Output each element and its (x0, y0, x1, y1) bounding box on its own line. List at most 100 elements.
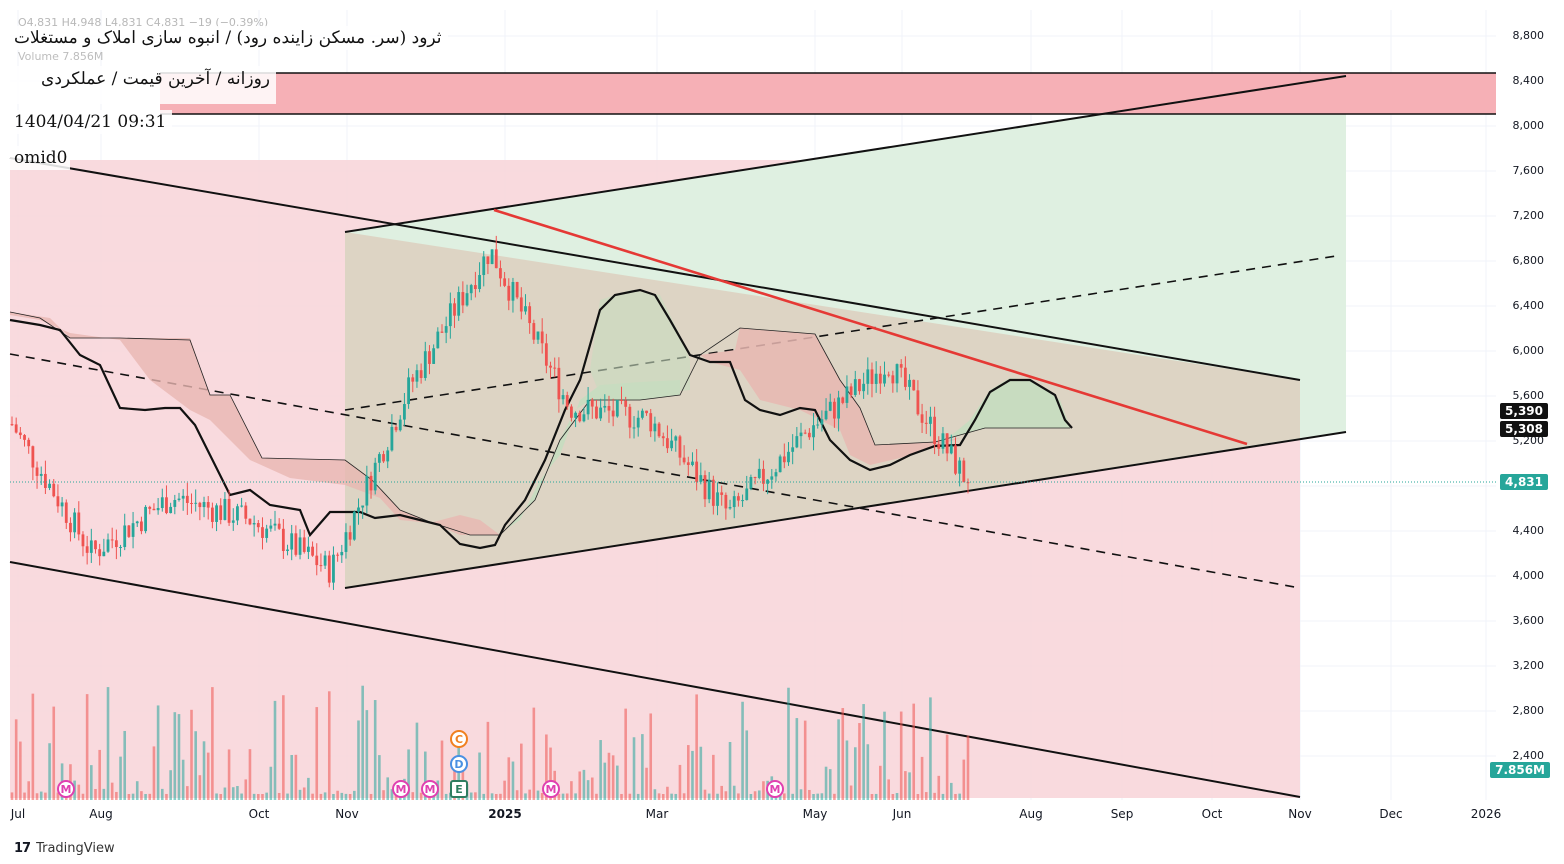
volume-bar (966, 735, 970, 800)
candle-body (361, 505, 365, 508)
volume-bar (336, 790, 339, 800)
channel-upper-line (9, 157, 1301, 381)
candle-body (949, 445, 953, 454)
candle-body (219, 505, 223, 520)
marker-c[interactable]: C (450, 730, 468, 748)
time-tick-label: 2025 (488, 807, 522, 821)
volume-bar (590, 777, 594, 800)
volume-bar (586, 780, 590, 800)
volume-bar (144, 794, 147, 800)
volume-bar (52, 706, 56, 800)
volume-bar (933, 792, 936, 800)
volume-bar (169, 770, 172, 800)
candle-body (540, 331, 544, 344)
time-tick-label: Mar (645, 807, 669, 821)
volume-bar (849, 785, 853, 800)
candle-body (403, 404, 406, 420)
price-tick-label: 8,800 (1512, 29, 1545, 42)
candle-body (181, 495, 185, 499)
candle-body (302, 537, 306, 552)
volume-bar (561, 793, 565, 800)
candle-body (599, 407, 603, 419)
volume-bar (440, 740, 444, 800)
candle-body (215, 505, 218, 522)
volume-bar (240, 793, 243, 800)
volume-bar (837, 719, 840, 800)
candle-body (127, 525, 131, 537)
candle-body (699, 475, 703, 482)
candle-body (515, 282, 519, 298)
marker-m-2[interactable]: M (392, 780, 410, 798)
time-tick-label: Oct (248, 807, 270, 821)
candle-body (352, 511, 356, 540)
candle-body (457, 292, 461, 316)
candle-body (903, 367, 907, 387)
volume-bar (206, 752, 210, 800)
volume-bar (348, 794, 352, 800)
triangle-upper-line (344, 75, 1347, 233)
marker-e[interactable]: E (450, 780, 468, 798)
time-tick-label: Nov (1288, 807, 1312, 821)
volume-bar (812, 793, 815, 800)
volume-bar (390, 789, 394, 800)
candle-body (657, 423, 661, 437)
price-tick-label: 3,200 (1512, 659, 1545, 672)
volume-bar (382, 790, 385, 800)
volume-bar (173, 712, 177, 800)
price-tick-label: 8,400 (1512, 74, 1545, 87)
volume-bar (486, 721, 490, 800)
candle-body (795, 436, 799, 448)
candle-body (327, 555, 331, 583)
price-tick-label: 5,200 (1512, 434, 1545, 447)
volume-bar (941, 793, 945, 800)
volume-bar (503, 780, 506, 800)
candle-body (394, 426, 398, 431)
candle-body (177, 498, 181, 501)
volume-bar (223, 787, 227, 800)
candle-body (298, 537, 302, 555)
candle-body (691, 461, 694, 465)
volume-bar (127, 793, 131, 800)
volume-bar (311, 793, 314, 800)
candle-body (878, 373, 882, 384)
candle-body (561, 395, 565, 400)
price-tick-label: 2,800 (1512, 704, 1545, 717)
candle-body (870, 369, 874, 384)
candle-body (549, 365, 552, 368)
time-tick-label: Dec (1379, 807, 1403, 821)
candle-body (35, 467, 39, 476)
volume-bar (14, 719, 18, 800)
marker-m-4[interactable]: M (542, 780, 560, 798)
candle-body (933, 416, 937, 445)
volume-bar (841, 708, 845, 800)
volume-bar (624, 708, 627, 800)
volume-bar (674, 793, 678, 800)
candle-body (106, 539, 110, 552)
volume-bar (703, 789, 707, 800)
volume-bar (661, 794, 665, 800)
footer-brand[interactable]: 17 TradingView (14, 841, 115, 856)
marker-m-3[interactable]: M (421, 780, 439, 798)
candle-body (248, 518, 252, 525)
candle-body (853, 379, 857, 395)
volume-bar (478, 752, 481, 800)
volume-bar (415, 722, 419, 800)
candle-body (620, 399, 623, 401)
volume-bar (707, 793, 711, 800)
volume-bar (31, 693, 35, 800)
marker-d[interactable]: D (450, 755, 468, 773)
volume-bar (469, 792, 473, 800)
volume-bar (490, 793, 494, 800)
volume-bar (603, 762, 607, 800)
volume-bar (929, 697, 932, 800)
candle-body (94, 540, 97, 550)
marker-m-5[interactable]: M (766, 780, 784, 798)
candle-body (920, 414, 924, 423)
candle-body (227, 498, 231, 523)
candle-body (782, 456, 786, 463)
candle-body (766, 479, 770, 484)
candle-body (461, 292, 465, 306)
marker-m-1[interactable]: M (57, 780, 75, 798)
volume-bar (745, 730, 749, 800)
